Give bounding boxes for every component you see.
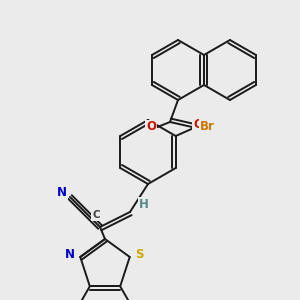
Text: H: H: [139, 197, 149, 211]
Text: S: S: [136, 248, 144, 262]
Text: O: O: [193, 118, 203, 131]
Text: N: N: [65, 248, 75, 262]
Text: C: C: [92, 210, 100, 220]
Text: N: N: [57, 187, 67, 200]
Text: Br: Br: [200, 119, 215, 133]
Text: O: O: [146, 121, 156, 134]
